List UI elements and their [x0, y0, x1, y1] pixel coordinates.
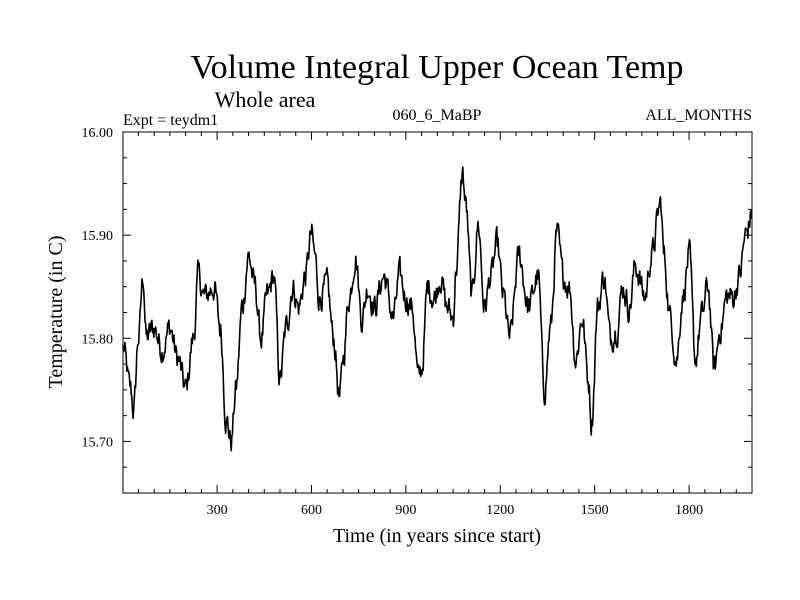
series-line — [122, 166, 753, 452]
series-group — [122, 166, 753, 452]
y-tick-label: 15.90 — [82, 229, 114, 244]
x-tick-label: 1800 — [675, 503, 703, 518]
y-tick-label: 15.70 — [82, 435, 114, 450]
x-tick-label: 1500 — [581, 503, 609, 518]
chart-title: Volume Integral Upper Ocean Temp — [191, 49, 684, 86]
x-tick-label: 1200 — [486, 503, 514, 518]
x-tick-label: 900 — [395, 503, 416, 518]
y-tick-label: 16.00 — [82, 126, 114, 141]
experiment-label: Expt = teydm1 — [123, 112, 218, 129]
x-tick-label: 300 — [207, 503, 228, 518]
tick-labels: 300 600 900 1200 1500 1800 15.70 15.80 15.90 16.0… — [82, 126, 704, 518]
x-axis-label: Time (in years since start) — [333, 525, 541, 547]
period-label: ALL_MONTHS — [645, 107, 752, 124]
run-label: 060_6_MaBP — [393, 107, 482, 124]
y-tick-label: 15.80 — [82, 332, 114, 347]
y-axis-label: Temperature (in C) — [45, 236, 67, 389]
plot-frame — [122, 131, 753, 494]
chart-subtitle: Whole area — [215, 87, 316, 112]
x-tick-label: 600 — [301, 503, 322, 518]
